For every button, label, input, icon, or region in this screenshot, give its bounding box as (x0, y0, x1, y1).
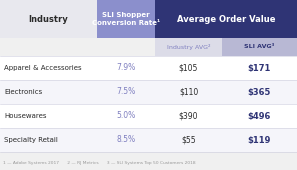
Text: Electronics: Electronics (4, 89, 42, 95)
Bar (222, 38, 297, 56)
Bar (0, 38, 155, 56)
Text: $119: $119 (248, 135, 271, 144)
Text: 1 — Adobe Systems 2017      2 — RJ Metrics      3 — SLI Systems Top 50 Customers: 1 — Adobe Systems 2017 2 — RJ Metrics 3 … (3, 161, 196, 165)
Bar (0, 80, 297, 104)
Text: SLI Shopper
Conversion Rate¹: SLI Shopper Conversion Rate¹ (92, 12, 160, 26)
Bar (155, 38, 222, 56)
Text: Average Order Value: Average Order Value (177, 14, 275, 23)
Text: $171: $171 (248, 64, 271, 72)
Bar (155, 0, 297, 38)
Text: $110: $110 (179, 88, 198, 97)
Text: 5.0%: 5.0% (116, 112, 136, 121)
Bar (0, 104, 297, 128)
Bar (97, 0, 155, 38)
Bar (0, 56, 297, 80)
Text: $105: $105 (179, 64, 198, 72)
Text: $390: $390 (179, 112, 198, 121)
Text: Specialty Retail: Specialty Retail (4, 137, 58, 143)
Text: Industry: Industry (29, 14, 68, 23)
Text: 8.5%: 8.5% (116, 135, 135, 144)
Text: Housewares: Housewares (4, 113, 47, 119)
Text: $365: $365 (248, 88, 271, 97)
Bar (0, 0, 97, 38)
Text: $496: $496 (248, 112, 271, 121)
Text: 7.9%: 7.9% (116, 64, 136, 72)
Text: 7.5%: 7.5% (116, 88, 136, 97)
Text: Apparel & Accessories: Apparel & Accessories (4, 65, 82, 71)
Text: Industry AVG²: Industry AVG² (167, 44, 210, 50)
Text: $55: $55 (181, 135, 196, 144)
Bar (0, 128, 297, 152)
Text: SLI AVG³: SLI AVG³ (244, 45, 275, 49)
